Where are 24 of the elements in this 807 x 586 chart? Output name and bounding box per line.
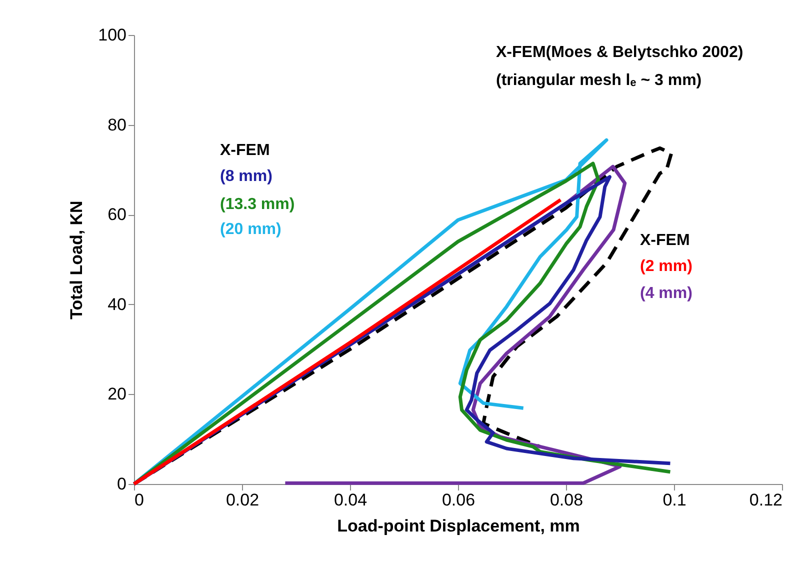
text: (8 mm) <box>220 168 272 185</box>
annotation: (triangular mesh lₑ ~ 3 mm) <box>496 72 702 89</box>
x-axis-title: Load-point Displacement, mm <box>337 516 580 536</box>
y-tick-label: 0 <box>117 474 126 494</box>
y-tick-label: 60 <box>108 205 126 224</box>
x-tick-label: 0 <box>134 490 144 510</box>
x-tick-label: 0.08 <box>550 490 584 510</box>
y-tick-label: 20 <box>108 384 126 404</box>
y-tick-label: 40 <box>108 294 126 314</box>
annotation: X-FEM <box>640 232 690 249</box>
x-tick-label: 0.1 <box>662 490 686 510</box>
text: (4 mm) <box>640 285 692 302</box>
annotation: X-FEM <box>220 142 270 159</box>
x-tick-label: 0.06 <box>442 490 476 510</box>
text: (2 mm) <box>640 258 692 275</box>
x-tick-label: 0.04 <box>334 490 368 510</box>
annotation: X-FEM(Moes & Belytschko 2002) <box>496 44 744 61</box>
x-tick-label: 0.02 <box>226 490 260 510</box>
text: (13.3 mm) <box>220 196 295 213</box>
x-tick-label: 0.12 <box>749 490 782 510</box>
y-tick-label: 80 <box>108 115 126 134</box>
y-axis-title: Total Load, KN <box>67 200 86 320</box>
y-tick-label: 100 <box>98 26 126 44</box>
text: (20 mm) <box>220 221 282 238</box>
